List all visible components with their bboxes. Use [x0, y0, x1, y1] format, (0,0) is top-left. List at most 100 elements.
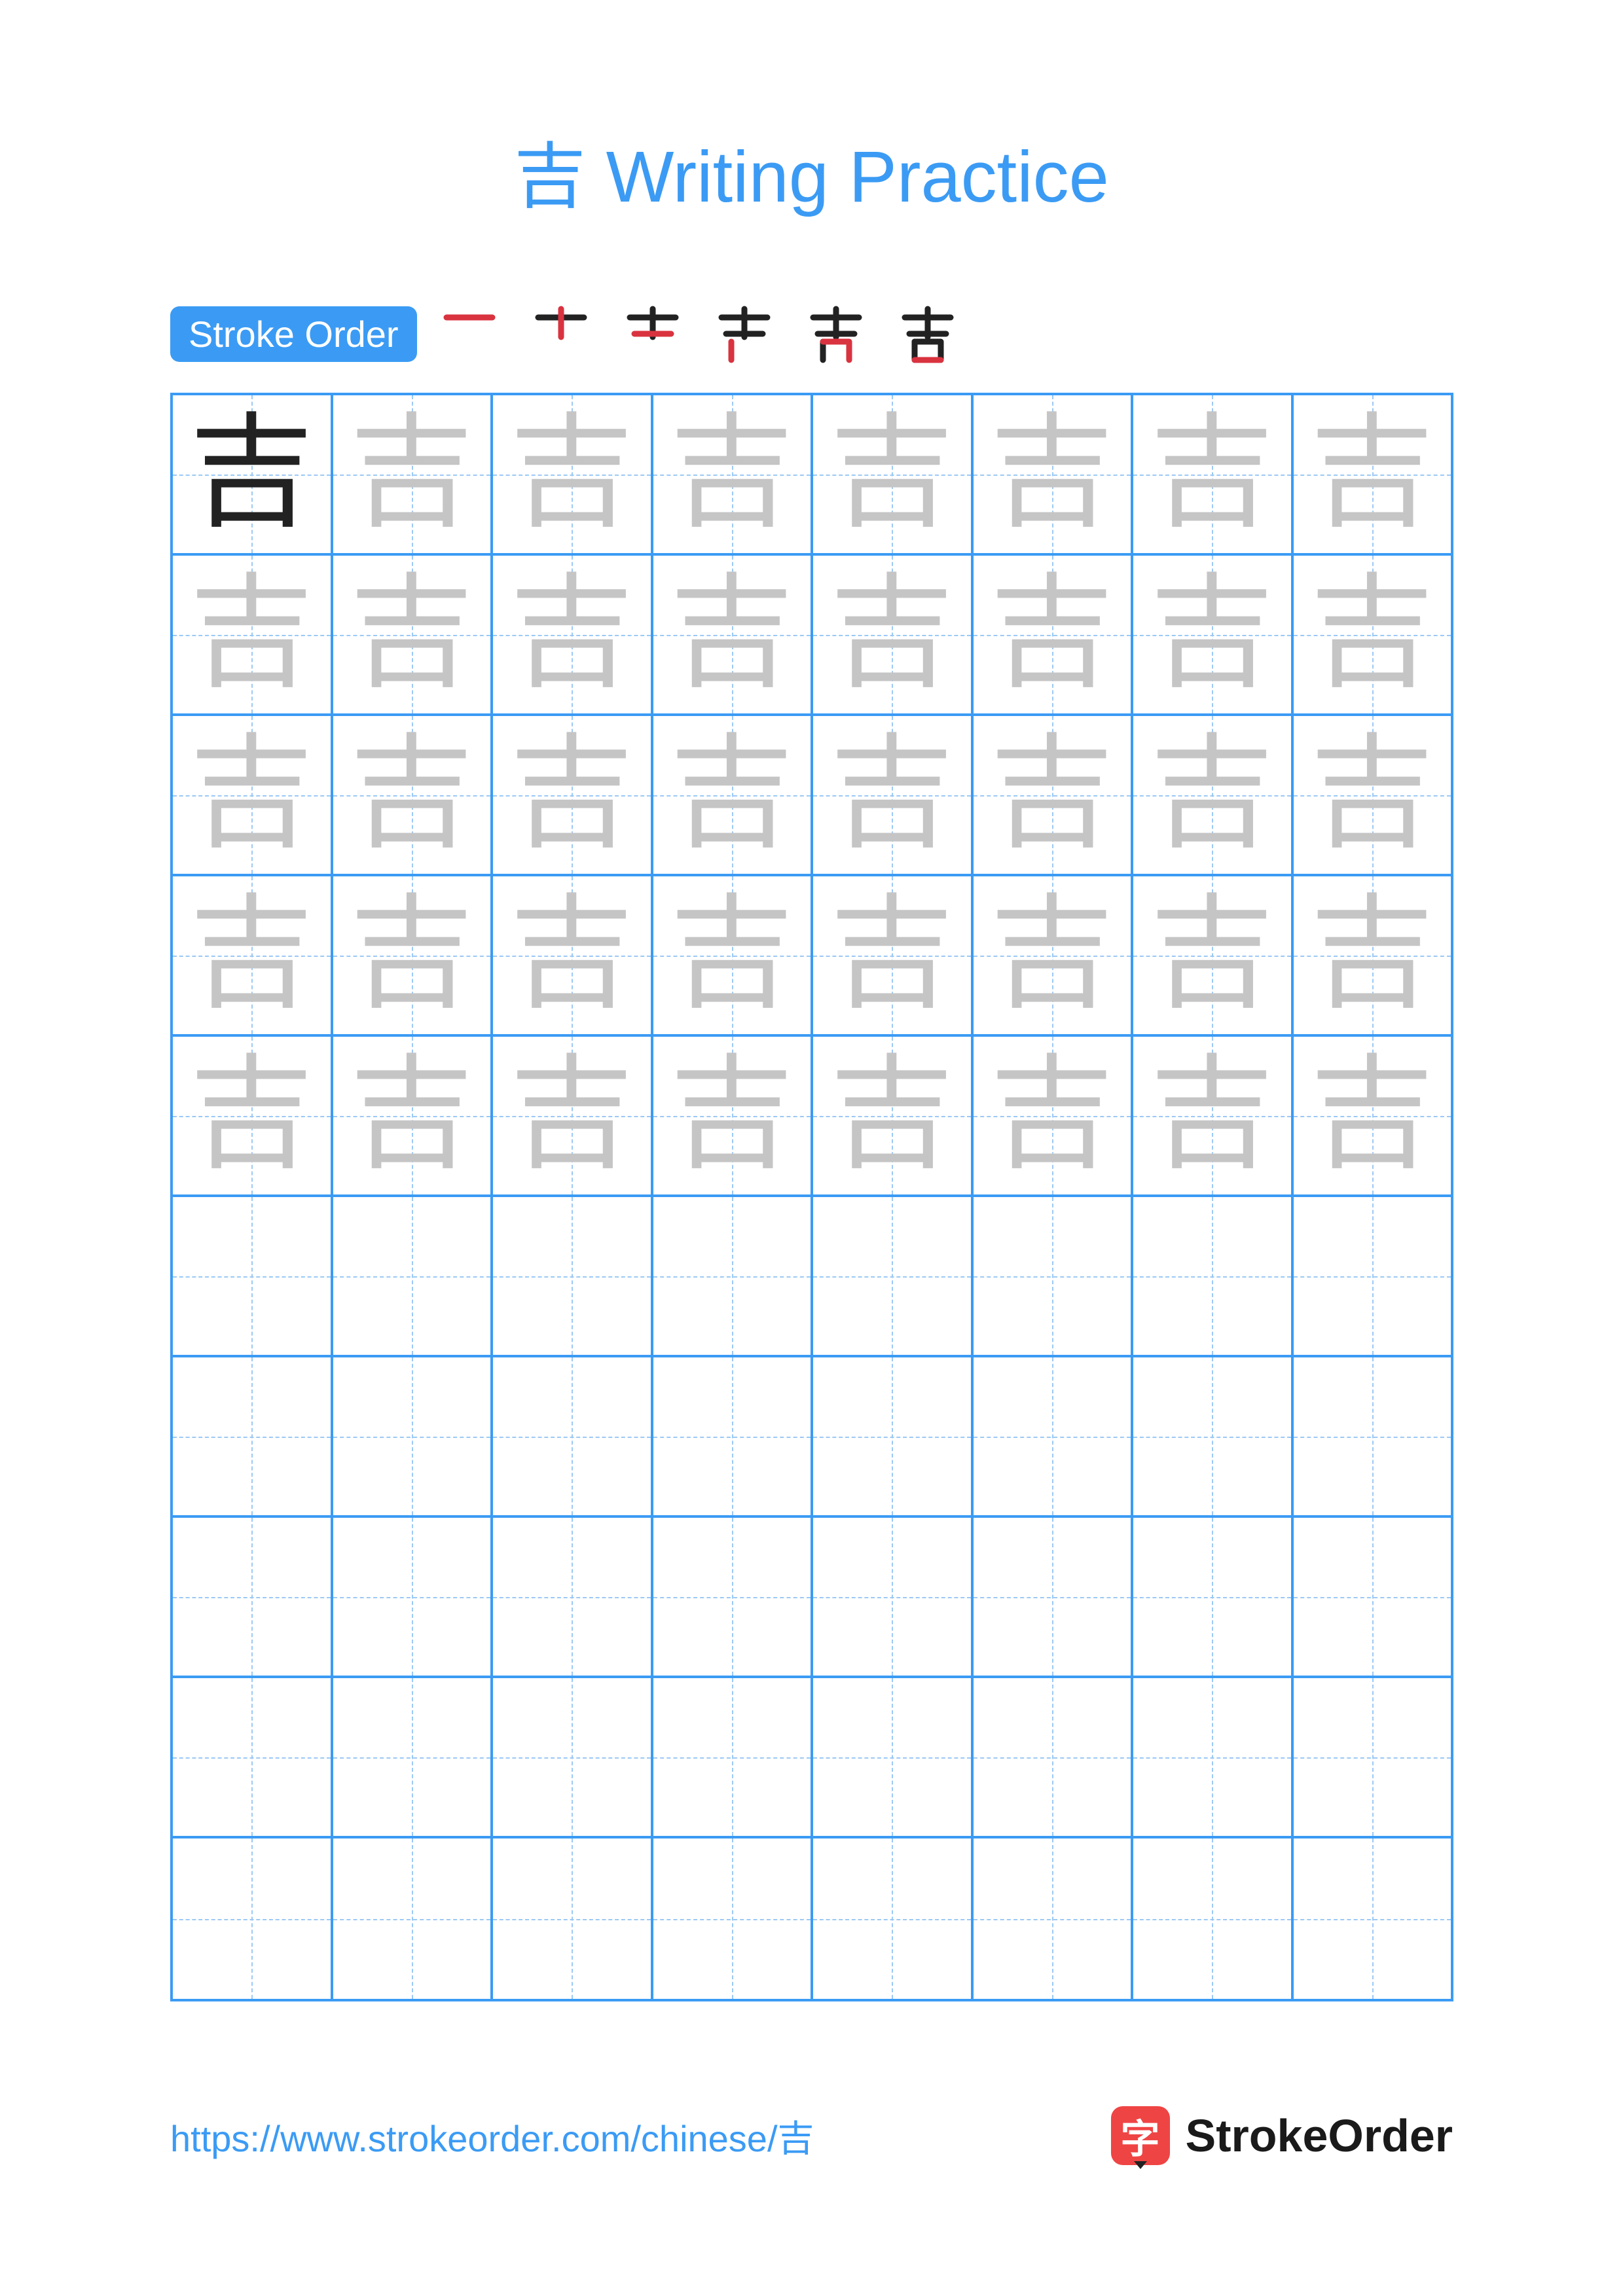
trace-character: 吉 — [189, 893, 314, 1018]
grid-cell: 吉 — [653, 876, 814, 1034]
grid-cell — [1294, 1197, 1451, 1355]
footer: https://www.strokeorder.com/chinese/吉 字 … — [170, 2106, 1453, 2165]
trace-character: 吉 — [830, 893, 954, 1018]
stroke-step-2 — [528, 301, 594, 367]
stroke-step-5 — [803, 301, 869, 367]
grid-cell: 吉 — [493, 556, 653, 713]
trace-character: 吉 — [350, 412, 474, 537]
grid-row — [173, 1839, 1451, 1999]
grid-cell — [1133, 1839, 1294, 1999]
trace-character: 吉 — [830, 412, 954, 537]
trace-character: 吉 — [1310, 733, 1434, 857]
grid-cell: 吉 — [653, 395, 814, 553]
trace-character: 吉 — [670, 412, 794, 537]
stroke-order-steps — [437, 301, 960, 367]
trace-character: 吉 — [509, 573, 634, 697]
grid-cell — [1294, 1839, 1451, 1999]
stroke-step-1 — [437, 301, 502, 367]
grid-cell — [493, 1518, 653, 1676]
grid-row: 吉吉吉吉吉吉吉吉 — [173, 876, 1451, 1037]
trace-character: 吉 — [990, 412, 1114, 537]
trace-character: 吉 — [990, 893, 1114, 1018]
trace-character: 吉 — [1150, 1054, 1274, 1178]
grid-cell: 吉 — [1133, 395, 1294, 553]
grid-cell — [333, 1357, 494, 1515]
grid-cell: 吉 — [333, 1037, 494, 1194]
trace-character: 吉 — [670, 1054, 794, 1178]
trace-character: 吉 — [509, 893, 634, 1018]
trace-character: 吉 — [1310, 893, 1434, 1018]
footer-brand: 字 StrokeOrder — [1111, 2106, 1453, 2165]
grid-cell — [1294, 1678, 1451, 1836]
grid-cell — [813, 1839, 974, 1999]
grid-cell: 吉 — [974, 716, 1134, 874]
grid-row: 吉吉吉吉吉吉吉吉 — [173, 716, 1451, 876]
grid-cell — [173, 1518, 333, 1676]
grid-cell — [653, 1197, 814, 1355]
trace-character: 吉 — [1150, 893, 1274, 1018]
trace-character: 吉 — [1150, 573, 1274, 697]
grid-cell: 吉 — [333, 556, 494, 713]
grid-cell — [333, 1197, 494, 1355]
grid-cell: 吉 — [813, 395, 974, 553]
grid-cell — [173, 1357, 333, 1515]
grid-cell: 吉 — [173, 876, 333, 1034]
grid-cell — [974, 1518, 1134, 1676]
trace-character: 吉 — [990, 573, 1114, 697]
trace-character: 吉 — [350, 733, 474, 857]
grid-row — [173, 1678, 1451, 1839]
grid-cell — [1133, 1518, 1294, 1676]
trace-character: 吉 — [1310, 1054, 1434, 1178]
trace-character: 吉 — [1310, 573, 1434, 697]
grid-cell: 吉 — [173, 395, 333, 553]
grid-cell — [653, 1518, 814, 1676]
grid-cell — [493, 1357, 653, 1515]
grid-cell — [1133, 1357, 1294, 1515]
grid-cell — [173, 1839, 333, 1999]
grid-cell — [813, 1357, 974, 1515]
page-title: 吉 Writing Practice — [170, 118, 1453, 223]
grid-cell: 吉 — [653, 716, 814, 874]
grid-row: 吉吉吉吉吉吉吉吉 — [173, 556, 1451, 716]
grid-cell — [974, 1357, 1134, 1515]
grid-cell: 吉 — [333, 876, 494, 1034]
grid-cell — [333, 1518, 494, 1676]
grid-cell — [1294, 1518, 1451, 1676]
grid-cell: 吉 — [974, 876, 1134, 1034]
grid-cell: 吉 — [813, 556, 974, 713]
grid-row — [173, 1518, 1451, 1678]
grid-row — [173, 1357, 1451, 1518]
grid-cell — [493, 1839, 653, 1999]
grid-cell: 吉 — [173, 716, 333, 874]
grid-cell — [1133, 1678, 1294, 1836]
example-character: 吉 — [189, 412, 314, 537]
grid-cell — [974, 1678, 1134, 1836]
grid-row: 吉吉吉吉吉吉吉吉 — [173, 1037, 1451, 1197]
grid-cell: 吉 — [1133, 716, 1294, 874]
trace-character: 吉 — [1150, 412, 1274, 537]
grid-cell: 吉 — [493, 395, 653, 553]
grid-cell — [173, 1678, 333, 1836]
brand-icon: 字 — [1111, 2106, 1170, 2165]
trace-character: 吉 — [509, 412, 634, 537]
brand-name: StrokeOrder — [1186, 2109, 1453, 2162]
grid-cell: 吉 — [813, 1037, 974, 1194]
stroke-step-4 — [712, 301, 777, 367]
grid-cell — [653, 1357, 814, 1515]
trace-character: 吉 — [670, 573, 794, 697]
stroke-order-section: Stroke Order — [170, 301, 1453, 367]
footer-url: https://www.strokeorder.com/chinese/吉 — [170, 2109, 814, 2162]
trace-character: 吉 — [350, 1054, 474, 1178]
trace-character: 吉 — [830, 733, 954, 857]
grid-cell — [974, 1839, 1134, 1999]
grid-cell — [653, 1839, 814, 1999]
grid-cell: 吉 — [493, 1037, 653, 1194]
grid-cell: 吉 — [1133, 556, 1294, 713]
grid-cell: 吉 — [1133, 876, 1294, 1034]
grid-cell: 吉 — [1294, 876, 1451, 1034]
grid-cell: 吉 — [974, 1037, 1134, 1194]
grid-row: 吉吉吉吉吉吉吉吉 — [173, 395, 1451, 556]
grid-cell: 吉 — [333, 716, 494, 874]
trace-character: 吉 — [830, 573, 954, 697]
grid-cell: 吉 — [813, 876, 974, 1034]
